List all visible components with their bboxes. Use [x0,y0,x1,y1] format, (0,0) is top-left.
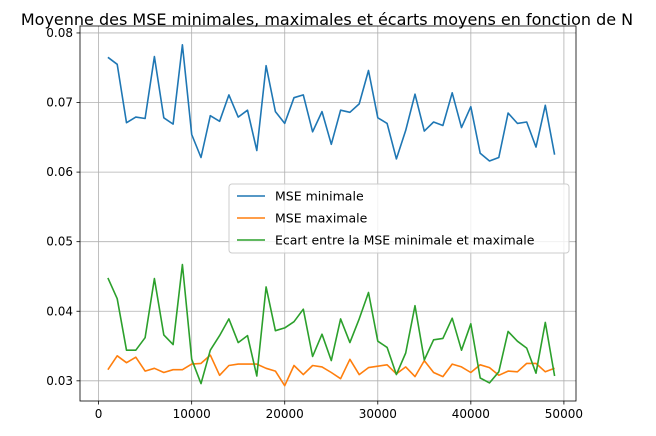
y-tick-label: 0.03 [46,374,73,388]
legend-label: MSE maximale [275,211,368,226]
x-tick-label: 50000 [545,407,583,421]
plot-frame [79,25,577,402]
y-tick-label: 0.06 [46,165,73,179]
legend-label: MSE minimale [275,189,364,204]
x-axis: 0 10000 20000 30000 40000 50000 [95,401,583,421]
chart-title: Moyenne des MSE minimales, maximales et … [21,10,633,29]
x-tick-label: 0 [95,407,103,421]
legend: MSE minimale MSE maximale Ecart entre la M… [228,183,570,254]
y-tick-label: 0.08 [46,26,73,40]
x-tick-label: 40000 [452,407,490,421]
y-tick-label: 0.05 [46,235,73,249]
x-tick-label: 10000 [173,407,211,421]
series-line-2 [107,354,555,387]
legend-label: Ecart entre la MSE minimale et maximale [275,233,535,248]
x-tick-label: 30000 [359,407,397,421]
series-line-3 [107,263,556,385]
legend-box [228,183,570,254]
y-tick-label: 0.07 [46,96,73,110]
x-tick-label: 20000 [266,407,304,421]
y-tick-label: 0.04 [46,304,73,318]
y-axis: 0.03 0.04 0.05 0.06 0.07 0.08 [46,26,80,388]
series-line-1 [107,43,556,162]
series-lines [107,43,556,387]
